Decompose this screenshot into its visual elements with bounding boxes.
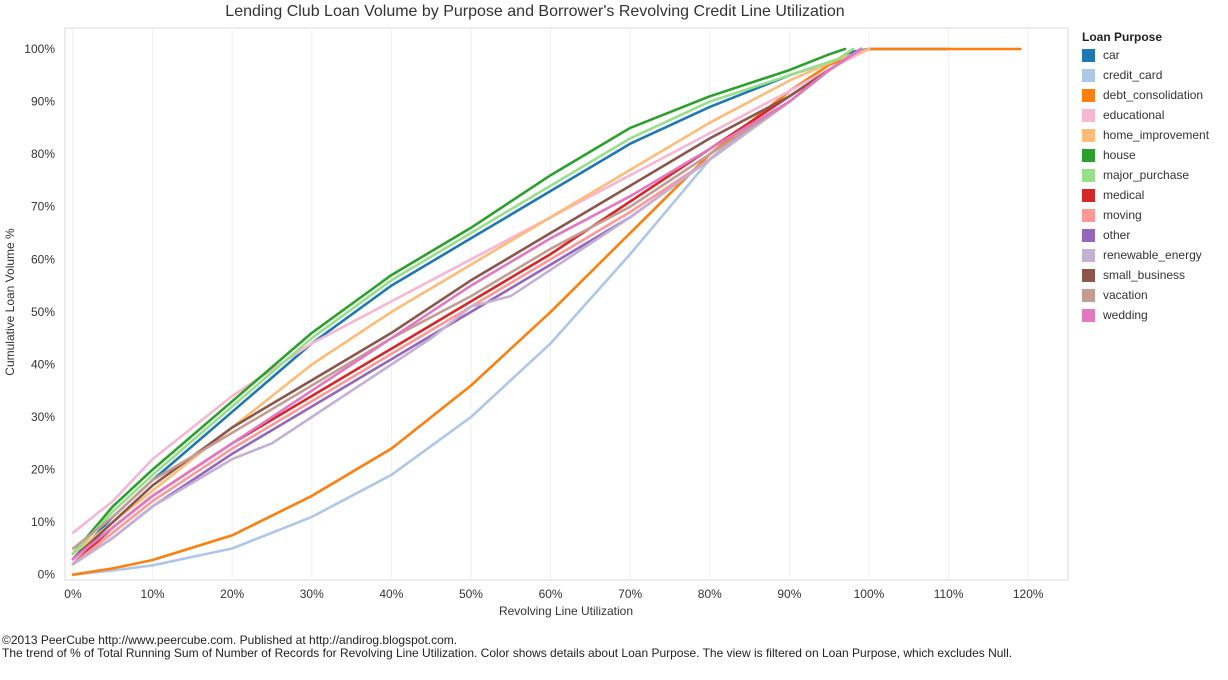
y-tick-label: 0% (38, 568, 56, 582)
footer: ©2013 PeerCube http://www.peercube.com. … (2, 634, 1042, 660)
legend-item-car[interactable]: car (1082, 45, 1228, 65)
series-line-educational (71, 47, 871, 535)
x-tick-label: 60% (539, 587, 563, 601)
legend-swatch (1082, 228, 1095, 242)
legend-swatch (1082, 288, 1095, 302)
legend-item-moving[interactable]: moving (1082, 205, 1228, 225)
footer-credit: ©2013 PeerCube http://www.peercube.com. … (2, 633, 458, 647)
series-line-wedding (71, 47, 863, 561)
legend-label: moving (1103, 208, 1142, 222)
legend-item-credit-card[interactable]: credit_card (1082, 65, 1228, 85)
legend-item-educational[interactable]: educational (1082, 105, 1228, 125)
legend-items: car credit_card debt_consolidation educatio… (1082, 45, 1228, 325)
y-tick-label: 70% (31, 200, 55, 214)
series-line-house (71, 47, 847, 556)
legend-swatch (1082, 148, 1095, 162)
chart-title: Lending Club Loan Volume by Purpose and … (225, 3, 845, 20)
legend-swatch (1082, 168, 1095, 182)
legend-label: renewable_energy (1103, 248, 1202, 262)
legend-label: house (1103, 148, 1136, 162)
legend-item-other[interactable]: other (1082, 225, 1228, 245)
y-tick-label: 10% (31, 515, 55, 529)
legend: Loan Purpose car credit_card debt_consolid… (1082, 29, 1228, 325)
x-tick-label: 110% (934, 587, 964, 601)
legend-item-debt-consolidation[interactable]: debt_consolidation (1082, 85, 1228, 105)
legend-item-renewable-energy[interactable]: renewable_energy (1082, 245, 1228, 265)
x-tick-label: 90% (777, 587, 801, 601)
legend-item-small-business[interactable]: small_business (1082, 265, 1228, 285)
plot-frame (64, 27, 1069, 581)
y-tick-label: 60% (31, 252, 55, 266)
y-tick-label: 80% (31, 147, 55, 161)
x-tick-label: 120% (1013, 587, 1044, 601)
legend-swatch (1082, 108, 1095, 122)
legend-swatch (1082, 88, 1095, 102)
legend-item-home-improvement[interactable]: home_improvement (1082, 125, 1228, 145)
legend-label: debt_consolidation (1103, 88, 1204, 102)
legend-item-wedding[interactable]: wedding (1082, 305, 1228, 325)
y-tick-label: 40% (31, 357, 55, 371)
x-tick-label: 70% (618, 587, 642, 601)
grid-layer (64, 27, 1069, 581)
legend-swatch (1082, 308, 1095, 322)
legend-item-house[interactable]: house (1082, 145, 1228, 165)
legend-label: car (1103, 48, 1120, 62)
legend-label: major_purchase (1103, 168, 1190, 182)
legend-swatch (1082, 248, 1095, 262)
legend-label: wedding (1103, 308, 1148, 322)
y-tick-label: 20% (31, 463, 55, 477)
legend-swatch (1082, 128, 1095, 142)
legend-swatch (1082, 188, 1095, 202)
series-line-car (71, 47, 950, 561)
x-tick-label: 30% (300, 587, 324, 601)
legend-item-vacation[interactable]: vacation (1082, 285, 1228, 305)
series-line-small-business (71, 47, 863, 561)
x-tick-label: 10% (141, 587, 165, 601)
legend-label: home_improvement (1103, 128, 1210, 142)
legend-item-medical[interactable]: medical (1082, 185, 1228, 205)
x-axis-label: Revolving Line Utilization (499, 604, 633, 618)
legend-label: vacation (1103, 288, 1148, 302)
legend-label: educational (1103, 108, 1165, 122)
x-tick-label: 100% (854, 587, 885, 601)
legend-item-major-purchase[interactable]: major_purchase (1082, 165, 1228, 185)
x-tick-label: 20% (220, 587, 244, 601)
legend-label: small_business (1103, 268, 1186, 282)
series-layer (71, 47, 1022, 577)
legend-swatch (1082, 268, 1095, 282)
axis-layer: 0% 10% 20% 30% 40% 50% 60% 70% 80% 90% 100% 110% 120… (24, 42, 1044, 601)
series-line-renewable-energy (71, 47, 863, 566)
legend-label: medical (1103, 188, 1145, 202)
x-tick-label: 40% (379, 587, 403, 601)
x-tick-label: 50% (459, 587, 483, 601)
x-tick-label: 80% (698, 587, 722, 601)
legend-title: Loan Purpose (1082, 30, 1163, 44)
legend-swatch (1082, 208, 1095, 222)
y-axis-label: Cumulative Loan Volume % (3, 228, 17, 376)
x-tick-label: 0% (64, 587, 82, 601)
y-tick-label: 90% (31, 95, 55, 109)
legend-swatch (1082, 48, 1095, 62)
legend-swatch (1082, 68, 1095, 82)
footer-description: The trend of % of Total Running Sum of N… (2, 646, 1013, 660)
y-tick-label: 30% (31, 410, 55, 424)
legend-label: other (1103, 228, 1131, 242)
y-tick-label: 50% (31, 305, 55, 319)
y-tick-label: 100% (24, 42, 55, 56)
series-line-major-purchase (71, 47, 855, 556)
series-line-home-improvement (71, 47, 871, 556)
legend-label: credit_card (1103, 68, 1163, 82)
